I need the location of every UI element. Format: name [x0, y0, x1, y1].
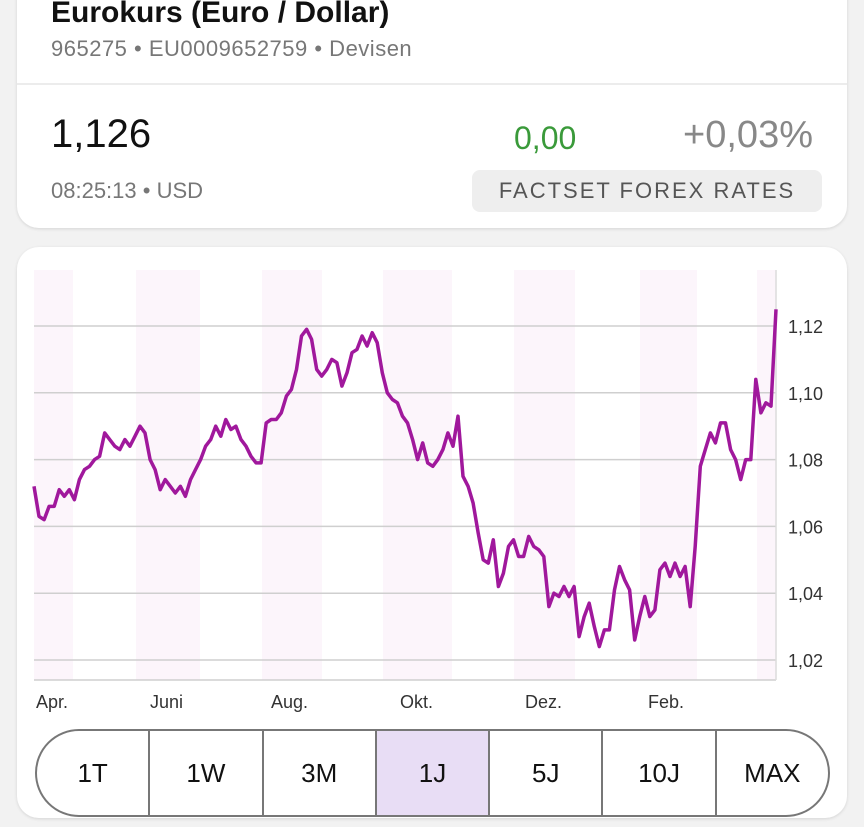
price-chart[interactable]: 1,02 1,04 1,06 1,08 1,10 1,12 Apr. Juni Aug. Okt.…	[0, 0, 864, 720]
month-band	[383, 270, 452, 680]
range-button-1w[interactable]: 1W	[148, 731, 261, 815]
x-tick-label: Okt.	[400, 692, 433, 712]
y-tick-label: 1,08	[788, 451, 823, 471]
x-tick-label: Aug.	[271, 692, 308, 712]
time-range-selector: 1T 1W 3M 1J 5J 10J MAX	[35, 729, 830, 817]
absolute-change: 0,00	[514, 120, 577, 156]
range-button-1j[interactable]: 1J	[374, 731, 489, 815]
x-tick-label: Dez.	[525, 692, 562, 712]
percent-change: +0,03%	[683, 114, 813, 156]
data-source-badge: FACTSET FOREX RATES	[472, 170, 822, 212]
range-button-max[interactable]: MAX	[714, 731, 828, 815]
range-button-3m[interactable]: 3M	[261, 731, 375, 815]
range-button-1t[interactable]: 1T	[77, 757, 108, 788]
month-band	[262, 270, 322, 680]
range-button-5j[interactable]: 5J	[488, 731, 601, 815]
month-band	[34, 270, 73, 680]
y-tick-label: 1,06	[788, 517, 823, 537]
x-tick-label: Juni	[150, 692, 183, 712]
month-band	[640, 270, 697, 680]
current-price: 1,126	[51, 112, 152, 156]
instrument-identifiers: 965275 • EU0009652759 • Devisen	[51, 36, 413, 61]
x-tick-label: Apr.	[36, 692, 68, 712]
range-button-10j[interactable]: 10J	[601, 731, 714, 815]
y-tick-label: 1,10	[788, 384, 823, 404]
divider	[17, 83, 847, 85]
price-line	[32, 309, 778, 649]
instrument-header-card: Eurokurs (Euro / Dollar) 965275 • EU0009…	[17, 0, 847, 228]
month-band	[136, 270, 200, 680]
month-band	[514, 270, 575, 680]
y-tick-label: 1,04	[788, 584, 823, 604]
y-tick-label: 1,02	[788, 651, 823, 671]
instrument-title: Eurokurs (Euro / Dollar)	[51, 0, 390, 29]
y-tick-label: 1,12	[788, 317, 823, 337]
x-tick-label: Feb.	[648, 692, 684, 712]
quote-time-currency: 08:25:13 • USD	[51, 178, 204, 203]
